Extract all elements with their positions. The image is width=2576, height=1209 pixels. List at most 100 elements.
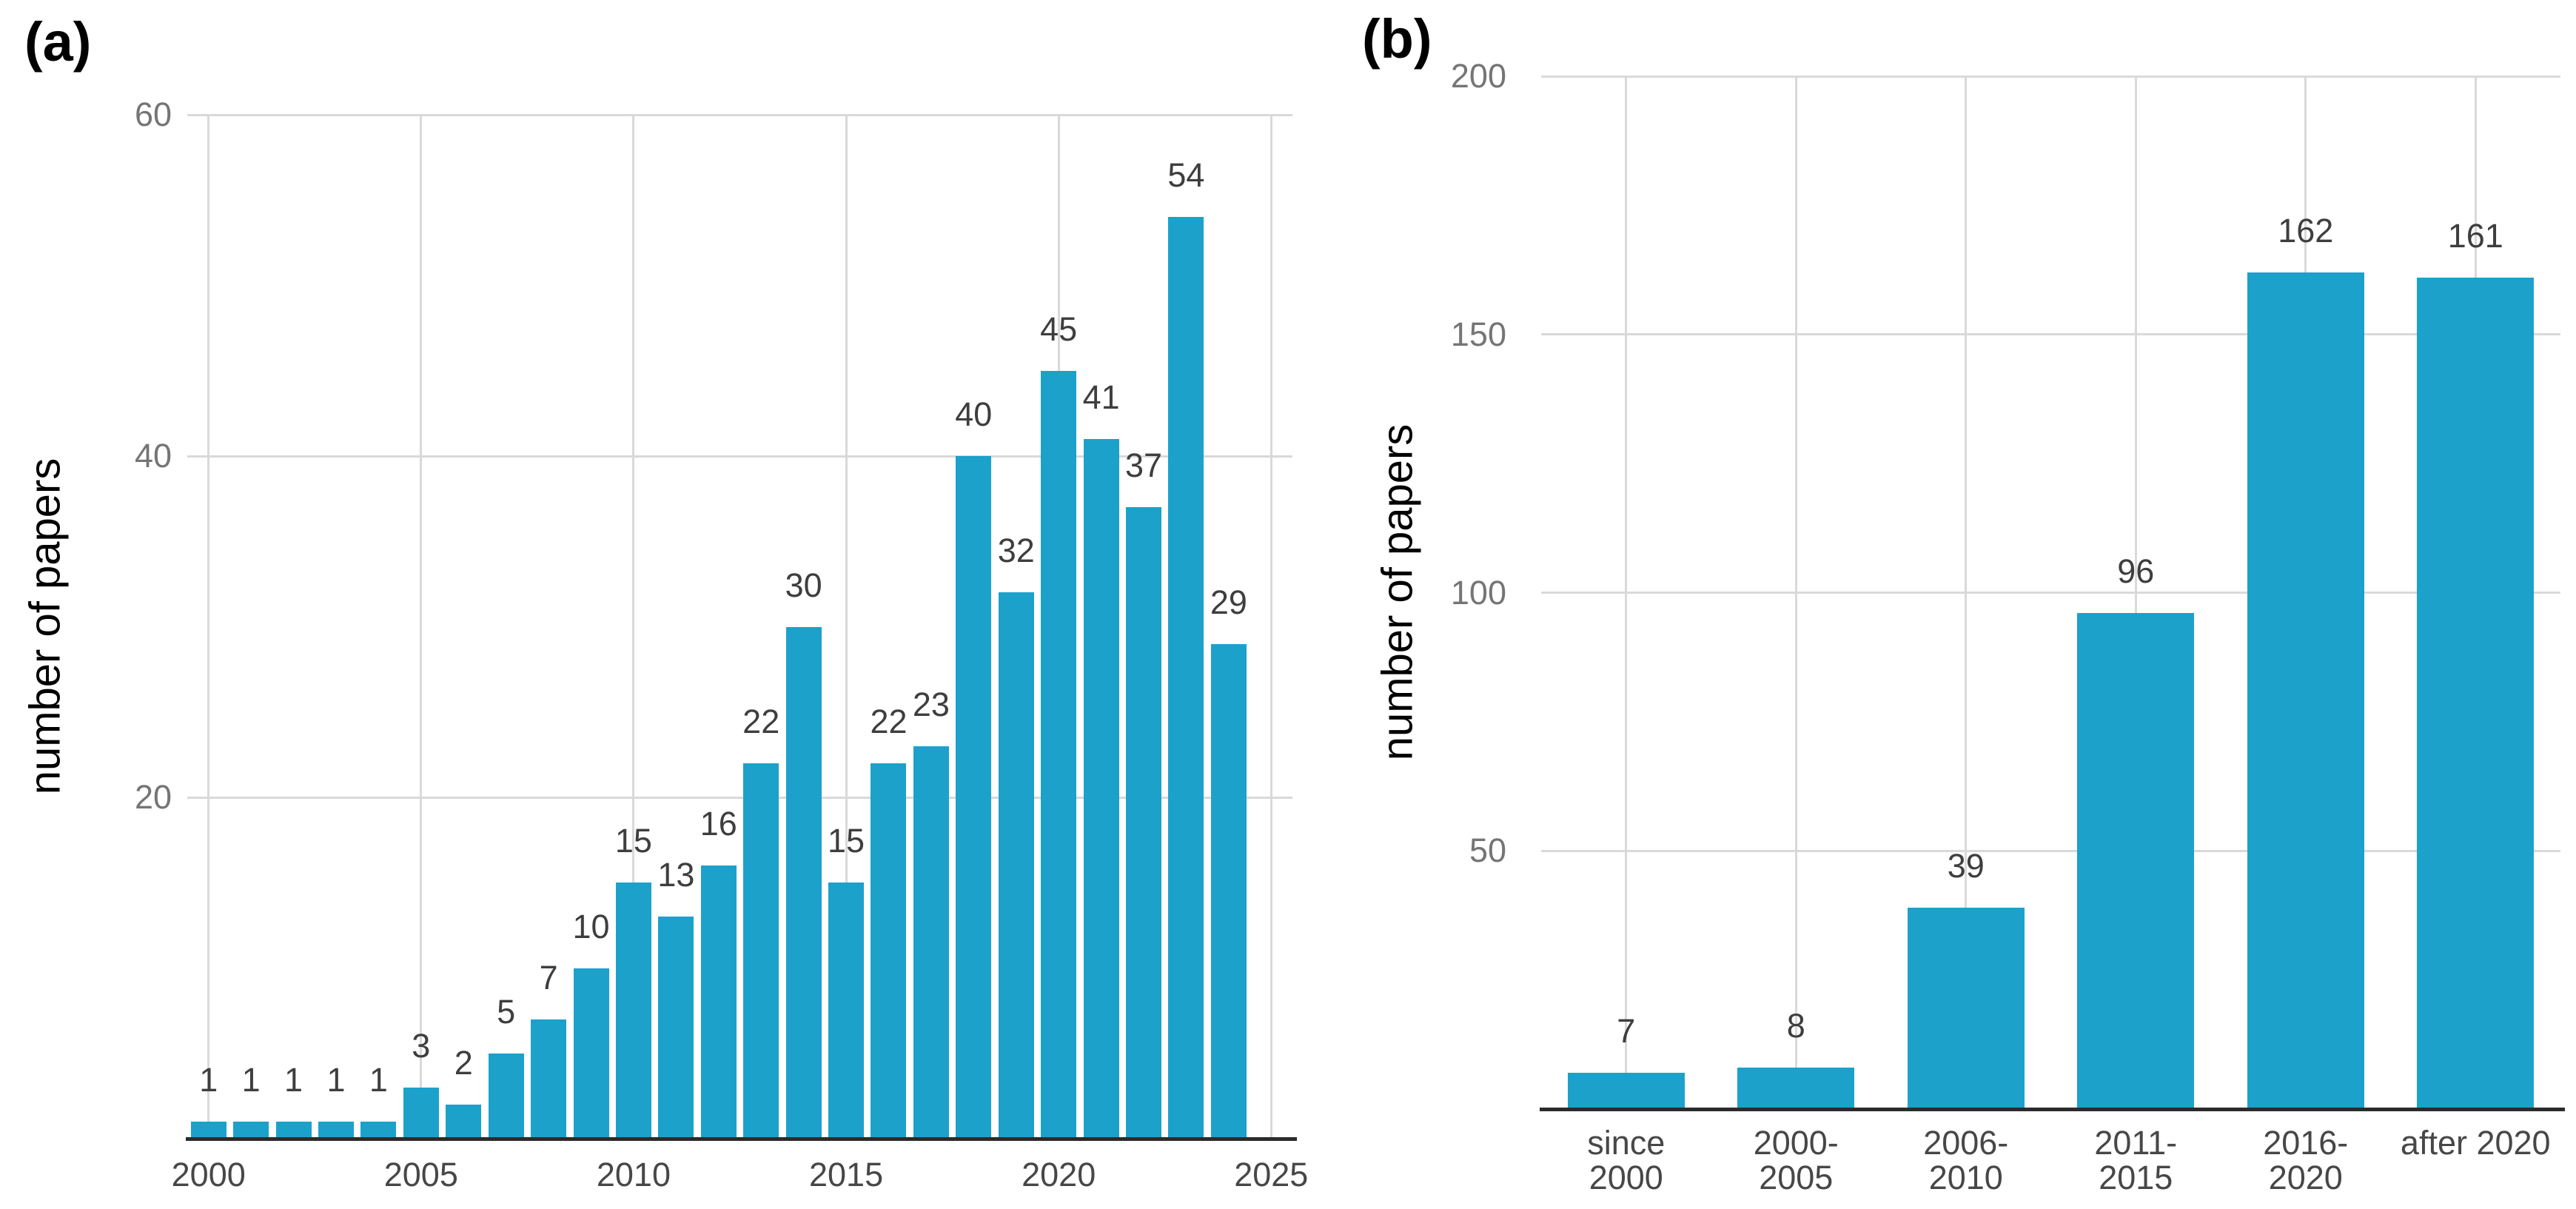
bar — [360, 1121, 397, 1139]
bar-value-label: 16 — [700, 805, 737, 843]
h-gridline — [1541, 849, 2560, 852]
y-tick-label: 60 — [134, 96, 172, 133]
x-axis-line — [1540, 1108, 2565, 1111]
bar-value-label: 37 — [1124, 446, 1163, 485]
bar-value-label: 2 — [454, 1043, 473, 1082]
bar-value-label: 3 — [412, 1026, 431, 1065]
bar — [233, 1121, 269, 1139]
h-gridline — [187, 796, 1292, 799]
bar — [1083, 438, 1119, 1139]
bar-value-label: 1 — [284, 1060, 303, 1099]
h-gridline — [1541, 75, 2560, 78]
bar — [190, 1121, 227, 1139]
bar — [488, 1053, 524, 1139]
x-tick-label: 2016- 2020 — [2263, 1124, 2349, 1196]
bar-value-label: 10 — [572, 907, 610, 945]
x-tick-label: 2006- 2010 — [1923, 1124, 2009, 1196]
v-gridline — [845, 115, 848, 1139]
bar-value-label: 54 — [1167, 156, 1205, 195]
bar-value-label: 7 — [1617, 1012, 1636, 1051]
bar — [615, 883, 651, 1139]
y-tick-label: 150 — [1450, 315, 1506, 353]
bar — [403, 1087, 439, 1139]
bar-value-label: 8 — [1786, 1007, 1805, 1045]
bar — [2077, 613, 2195, 1109]
bar-value-label: 7 — [539, 958, 558, 997]
bar — [743, 763, 779, 1139]
v-gridline — [1965, 76, 1968, 1109]
bar-value-label: 22 — [742, 702, 780, 740]
bar — [531, 1019, 567, 1139]
bar — [913, 746, 949, 1139]
bar-value-label: 162 — [2278, 212, 2334, 250]
bar — [700, 865, 737, 1139]
bar-value-label: 1 — [369, 1060, 388, 1099]
bar — [1041, 370, 1077, 1139]
x-tick-label: 2015 — [808, 1156, 884, 1193]
bar-value-label: 1 — [326, 1060, 346, 1099]
bar — [2417, 278, 2535, 1109]
bar-value-label: 22 — [870, 702, 908, 740]
y-tick-label: 200 — [1450, 57, 1506, 95]
v-gridline — [207, 115, 210, 1139]
bar — [658, 917, 694, 1139]
v-gridline — [632, 115, 635, 1139]
x-tick-label: 2010 — [596, 1156, 671, 1193]
bar — [956, 456, 992, 1139]
bar-value-label: 1 — [199, 1060, 218, 1099]
h-gridline — [1541, 592, 2560, 594]
bar-value-label: 13 — [657, 856, 695, 894]
x-tick-label: 2020 — [1022, 1156, 1096, 1193]
bar — [275, 1121, 312, 1139]
x-tick-label: 2000 — [171, 1156, 246, 1193]
bar — [1737, 1068, 1855, 1109]
bar-value-label: 96 — [2117, 552, 2155, 591]
bar — [1210, 643, 1247, 1139]
bar — [1126, 507, 1162, 1139]
bar — [318, 1121, 354, 1139]
bar-value-label: 30 — [785, 566, 822, 604]
bar-value-label: 32 — [997, 532, 1035, 570]
v-gridline — [1794, 76, 1797, 1109]
bar-value-label: 5 — [497, 992, 516, 1031]
bar-value-label: 29 — [1210, 583, 1247, 621]
bar — [1168, 217, 1204, 1139]
h-gridline — [187, 113, 1292, 116]
v-gridline — [1269, 115, 1272, 1139]
h-gridline — [1541, 333, 2560, 336]
v-gridline — [420, 115, 423, 1139]
x-axis-line — [186, 1137, 1297, 1141]
h-gridline — [187, 455, 1292, 458]
bar-value-label: 41 — [1082, 378, 1120, 416]
bar — [871, 763, 907, 1139]
panel-a-label: (a) — [24, 11, 92, 73]
bar — [2247, 272, 2364, 1109]
bar-value-label: 15 — [614, 822, 652, 860]
v-gridline — [2134, 76, 2137, 1109]
bar — [1907, 907, 2025, 1109]
panel-b-label: (b) — [1362, 8, 1432, 70]
bar — [573, 968, 609, 1139]
x-tick-label: 2011- 2015 — [2094, 1124, 2178, 1196]
bar — [1567, 1073, 1685, 1109]
bar-value-label: 45 — [1040, 309, 1078, 348]
bar-value-label: 23 — [912, 685, 950, 723]
y-tick-label: 50 — [1469, 831, 1506, 870]
x-tick-label: 2025 — [1234, 1156, 1309, 1193]
x-tick-label: 2000- 2005 — [1753, 1124, 1839, 1196]
bar — [828, 883, 865, 1139]
bar-value-label: 161 — [2447, 217, 2503, 255]
x-tick-label: 2005 — [383, 1156, 458, 1193]
bar-value-label: 39 — [1947, 846, 1985, 885]
bar — [446, 1104, 482, 1139]
bar-value-label: 15 — [828, 822, 865, 860]
bar-value-label: 1 — [241, 1060, 261, 1099]
bar-value-label: 40 — [955, 395, 993, 433]
x-tick-label: since 2000 — [1587, 1124, 1666, 1196]
bar — [998, 592, 1034, 1139]
x-tick-label: after 2020 — [2400, 1124, 2551, 1162]
y-tick-label: 20 — [134, 778, 172, 816]
